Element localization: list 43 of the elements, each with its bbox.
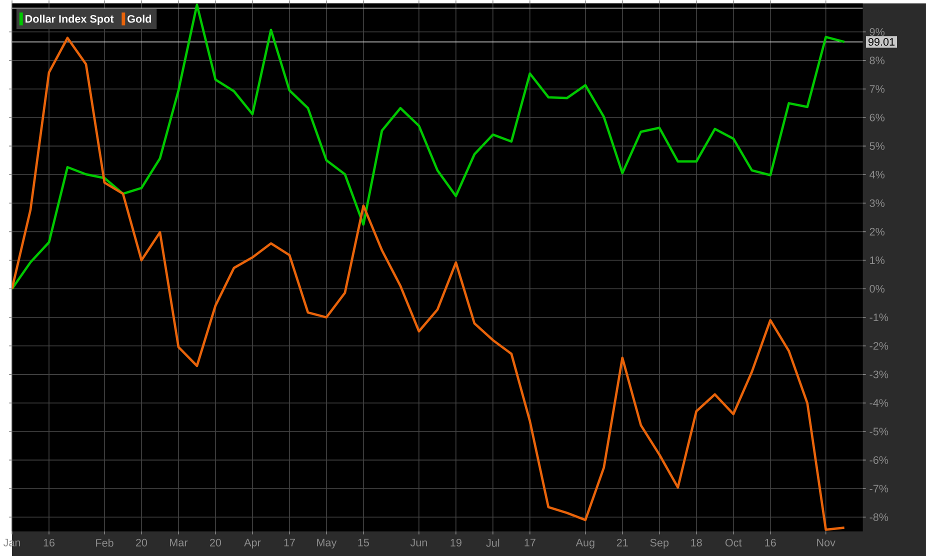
y-tick-label: -3% <box>870 370 888 378</box>
y-tick-label: -6% <box>870 456 888 464</box>
y-tick-label: 0% <box>870 284 885 293</box>
x-tick-label: 19 <box>450 538 462 546</box>
x-tick-label: Apr <box>244 538 261 548</box>
x-tick-label: Jul <box>486 538 500 547</box>
x-tick-label: Feb <box>96 538 114 547</box>
y-tick-label: -8% <box>870 513 888 521</box>
x-tick-label: Jun <box>410 538 427 546</box>
x-tick-label: 18 <box>691 538 702 546</box>
x-tick-label: 17 <box>524 538 536 546</box>
x-tick-label: Oct <box>725 538 742 546</box>
text: 99.01 <box>868 38 895 46</box>
y-tick-label: -4% <box>870 399 888 407</box>
x-tick-label: 21 <box>616 538 628 546</box>
y-tick-label: 9% <box>870 28 885 36</box>
x-tick-label: Nov <box>817 538 836 546</box>
x-tick-label: 15 <box>358 538 369 546</box>
x-tick-label: 17 <box>284 538 295 546</box>
y-tick-label: 8% <box>870 56 885 64</box>
x-tick-label: 16 <box>44 538 55 546</box>
y-tick-label: 2% <box>870 228 885 236</box>
y-tick-label: -2% <box>870 342 888 350</box>
line-series <box>12 36 846 531</box>
line-series <box>12 4 846 290</box>
y-tick-label: -7% <box>870 484 888 492</box>
y-tick-label: -1% <box>870 314 888 322</box>
x-tick-label: May <box>317 538 337 548</box>
y-tick-label: 1% <box>870 256 885 264</box>
y-tick-label: 5% <box>870 142 885 150</box>
x-tick-label: 16 <box>765 538 776 546</box>
y-tick-label: 6% <box>870 114 885 122</box>
x-tick-label: Aug <box>576 538 594 548</box>
y-tick-label: 7% <box>870 85 885 93</box>
x-tick-label: 20 <box>210 538 222 546</box>
x-tick-label: 20 <box>136 538 148 546</box>
legend-label: Gold <box>128 14 152 23</box>
y-tick-label: 4% <box>870 170 885 178</box>
legend-label: Dollar Index Spot <box>26 14 114 25</box>
x-tick-label: Mar <box>170 538 188 546</box>
y-tick-label: 3% <box>870 199 885 207</box>
x-tick-label: Sep <box>650 538 669 549</box>
y-tick-label: -5% <box>870 428 888 436</box>
